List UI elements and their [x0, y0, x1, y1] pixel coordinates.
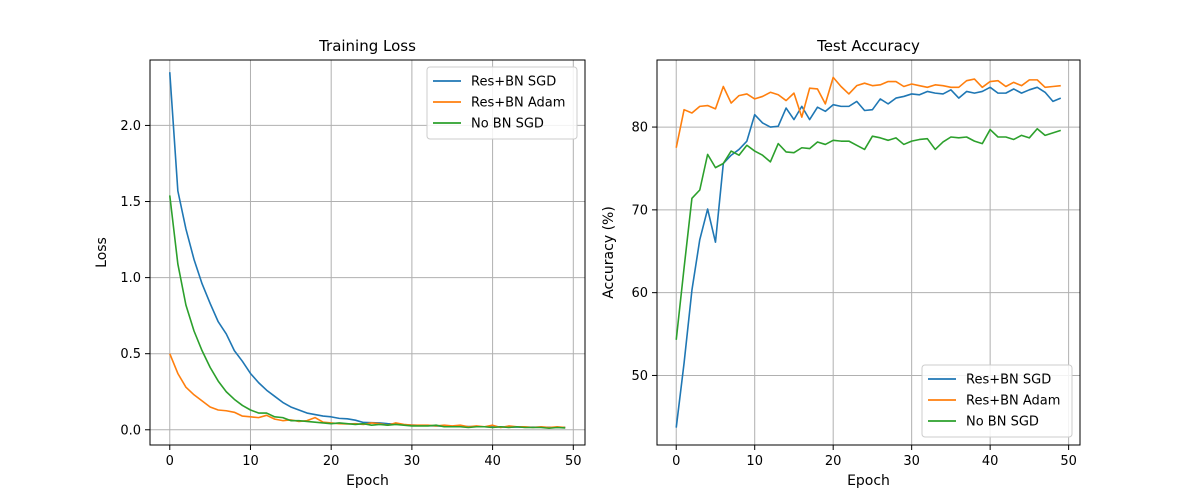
test-accuracy-chart: Test Accuracy Epoch Accuracy (%) 0 10 20 30…: [601, 37, 1081, 489]
x-tick-label: 50: [1060, 454, 1077, 469]
ticks: 0 10 20 30 40 50 0.0 0.5 1.0 1.5 2.0: [120, 119, 581, 469]
legend: Res+BN SGD Res+BN Adam No BN SGD: [426, 66, 578, 140]
x-tick-label: 40: [982, 454, 999, 469]
legend-label: Res+BN Adam: [471, 96, 565, 111]
x-tick-label: 30: [404, 454, 421, 469]
y-axis-label: Accuracy (%): [601, 206, 617, 299]
series-line-res-bn-adam: [675, 76, 1061, 148]
ticks: 0 10 20 30 40 50 50 60 70 80: [631, 121, 1076, 469]
x-tick-label: 10: [242, 454, 259, 469]
x-tick-label: 20: [825, 454, 842, 469]
y-tick-label: 0.5: [120, 347, 141, 362]
x-tick-label: 40: [484, 454, 501, 469]
axes-frame: [656, 59, 1081, 446]
series-line-res-bn-sgd: [675, 86, 1062, 428]
x-tick-label: 20: [323, 454, 340, 469]
series-line-res-bn-adam: [169, 353, 566, 429]
x-tick-label: 30: [903, 454, 920, 469]
legend-box: [426, 66, 578, 140]
chart-title: Training Loss: [318, 37, 416, 55]
x-axis-label: Epoch: [346, 473, 389, 489]
series-group: [168, 72, 566, 430]
legend-box: [921, 364, 1073, 438]
y-tick-label: 70: [631, 203, 648, 218]
legend-label: Res+BN Adam: [966, 394, 1060, 409]
x-tick-label: 50: [565, 454, 582, 469]
y-tick-label: 80: [631, 121, 648, 136]
y-tick-label: 2.0: [120, 119, 141, 134]
y-tick-label: 0.0: [120, 423, 141, 438]
x-tick-label: 0: [166, 454, 174, 469]
legend-label: Res+BN SGD: [471, 75, 556, 90]
legend-label: No BN SGD: [471, 117, 544, 132]
series-line-no-bn-sgd: [168, 195, 566, 430]
axes-frame: [149, 59, 586, 446]
x-tick-label: 10: [746, 454, 763, 469]
x-axis-label: Epoch: [847, 473, 890, 489]
y-tick-label: 50: [631, 369, 648, 384]
x-tick-label: 0: [672, 454, 680, 469]
y-axis-label: Loss: [94, 237, 110, 268]
series-line-no-bn-sgd: [675, 127, 1062, 340]
legend: Res+BN SGD Res+BN Adam No BN SGD: [921, 364, 1073, 438]
y-tick-label: 1.0: [120, 271, 141, 286]
legend-label: Res+BN SGD: [966, 373, 1051, 388]
training-loss-chart: Training Loss Epoch Loss 0 10 20 30 40 500.00…: [94, 37, 586, 489]
legend-label: No BN SGD: [966, 415, 1039, 430]
chart-title: Test Accuracy: [816, 37, 920, 55]
y-tick-label: 60: [631, 286, 648, 301]
series-group: [675, 76, 1062, 428]
y-tick-label: 1.5: [120, 195, 141, 210]
